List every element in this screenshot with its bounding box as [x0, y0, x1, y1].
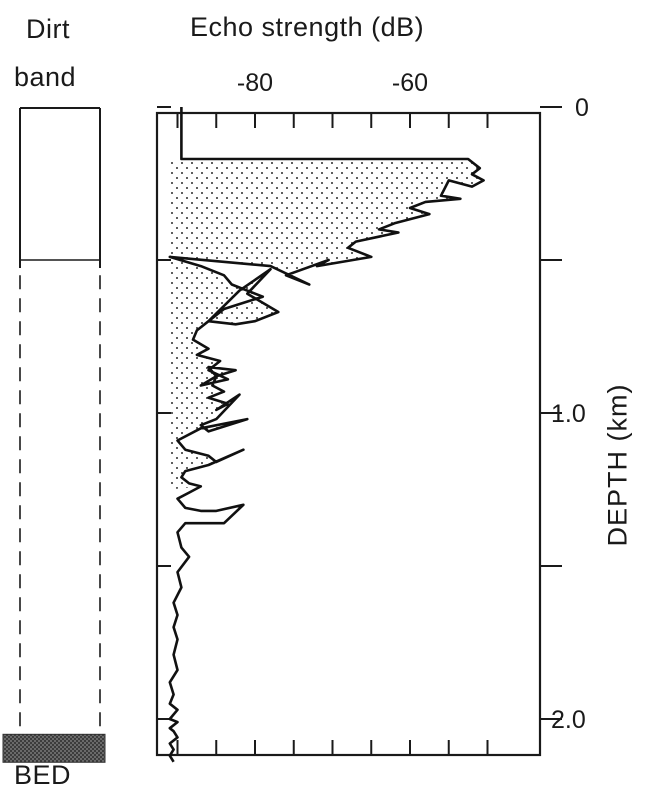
dirt-band-column	[2, 107, 106, 763]
dirt-band-title-line1: Dirt	[26, 14, 70, 44]
dirt-band-title-line2: band	[14, 62, 77, 92]
plot-frame	[155, 111, 542, 757]
bed-hatch	[2, 733, 106, 763]
stippled-area	[169, 159, 484, 490]
echo-chart: -80 -60 0 1.0 2.0	[155, 69, 589, 763]
y-tick-label: 0	[575, 94, 589, 122]
y-tick-label: 2.0	[551, 706, 586, 734]
bed-label: BED	[14, 760, 72, 790]
series-line-echo-strength	[168, 107, 485, 763]
y-ticks: 0 1.0 2.0	[157, 94, 589, 734]
x-tick-label: -60	[392, 69, 428, 97]
y-tick-label: 1.0	[551, 400, 586, 428]
x-tick-label: -80	[237, 69, 273, 97]
chart-title: Echo strength (dB)	[190, 12, 425, 42]
x-ticks: -80 -60	[176, 69, 489, 755]
